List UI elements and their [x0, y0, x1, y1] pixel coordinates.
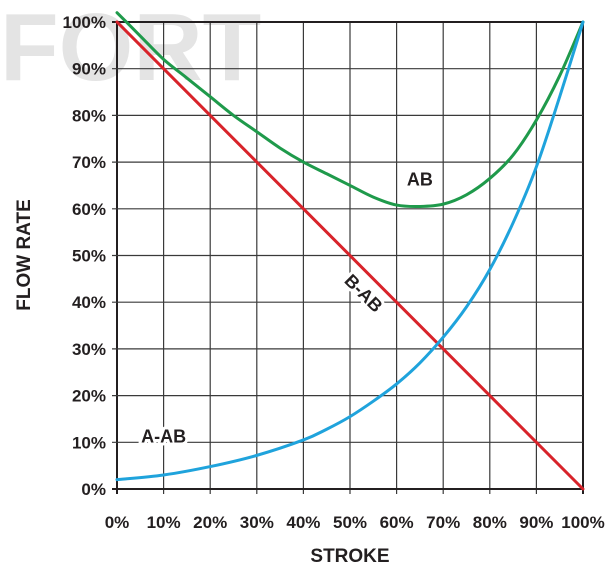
x-tick-label: 50% [333, 513, 367, 532]
x-axis-title: STROKE [310, 546, 389, 567]
y-tick-label: 70% [72, 153, 106, 172]
y-tick-label: 20% [72, 387, 106, 406]
x-tick-label: 70% [426, 513, 460, 532]
series-label-b-ab: B-AB [341, 270, 387, 316]
y-tick-label: 0% [81, 480, 106, 499]
y-tick-label: 10% [72, 433, 106, 452]
x-tick-label: 10% [147, 513, 181, 532]
y-tick-label: 90% [72, 60, 106, 79]
x-tick-label: 30% [240, 513, 274, 532]
x-tick-label: 40% [286, 513, 320, 532]
y-tick-label: 30% [72, 340, 106, 359]
x-tick-label: 20% [193, 513, 227, 532]
y-tick-label: 50% [72, 247, 106, 266]
x-tick-label: 0% [105, 513, 130, 532]
watermark-text: FORT [0, 0, 261, 101]
x-tick-label: 80% [473, 513, 507, 532]
x-tick-label: 60% [380, 513, 414, 532]
series-label-halo: A-AB [141, 426, 186, 446]
y-tick-label: 80% [72, 106, 106, 125]
series-label-a-ab: A-AB [141, 426, 186, 446]
series-label-halo: AB [407, 169, 433, 189]
y-tick-label: 60% [72, 200, 106, 219]
x-tick-label: 90% [519, 513, 553, 532]
series-line-a-ab [115, 20, 585, 482]
y-axis-title: FLOW RATE [14, 199, 35, 311]
y-tick-label: 40% [72, 293, 106, 312]
x-tick-label: 100% [561, 513, 604, 532]
series-line-b-ab [115, 20, 585, 491]
series-line-ab [115, 11, 585, 209]
y-tick-label: 100% [63, 13, 106, 32]
series-label-ab: AB [407, 169, 433, 189]
